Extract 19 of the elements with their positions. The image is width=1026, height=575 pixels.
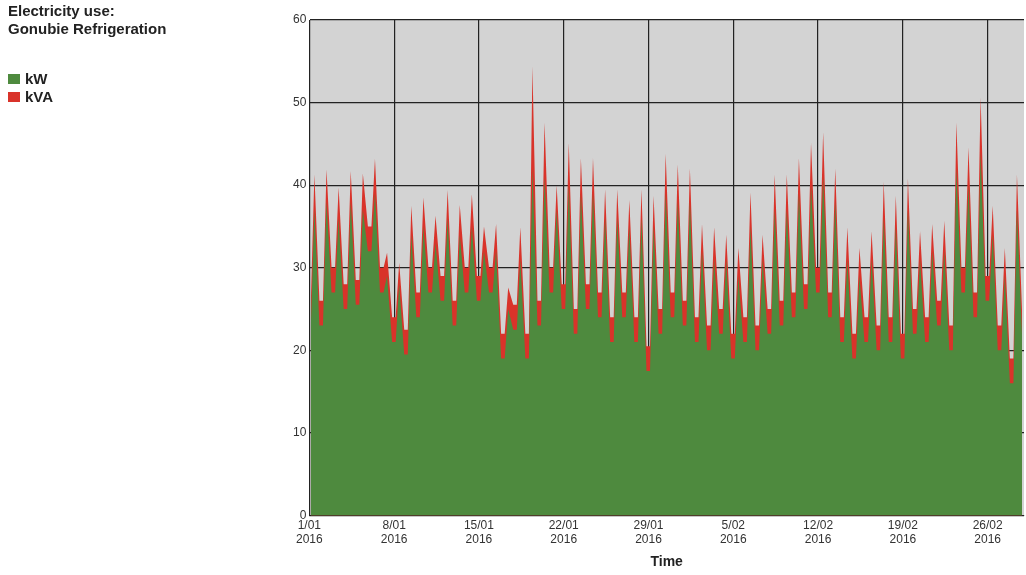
x-tick-label: 15/01 2016 bbox=[463, 517, 495, 547]
legend-label: kVA bbox=[25, 88, 54, 106]
text: Electricity use: bbox=[8, 2, 116, 20]
y-tick-label: 10 bbox=[292, 425, 307, 440]
y-tick-label: 20 bbox=[292, 342, 307, 357]
legend-label: kW bbox=[25, 70, 48, 88]
x-tick-label: 22/01 2016 bbox=[548, 517, 580, 547]
x-tick-label: 8/01 2016 bbox=[380, 517, 408, 547]
x-axis-title: Time bbox=[650, 553, 684, 570]
x-tick-label: 29/01 2016 bbox=[633, 517, 664, 547]
x-tick-label: 12/02 2016 bbox=[803, 517, 834, 547]
y-tick-label: 30 bbox=[292, 260, 307, 275]
x-tick-label: 5/02 2016 bbox=[719, 517, 747, 547]
x-tick-label: 26/02 2016 bbox=[972, 517, 1003, 547]
y-tick-label: 60 bbox=[292, 12, 307, 27]
y-tick-label: 50 bbox=[292, 94, 307, 109]
text: Gonubie Refrigeration bbox=[8, 20, 167, 38]
x-tick-label: 19/02 2016 bbox=[887, 517, 919, 547]
y-tick-label: 40 bbox=[292, 177, 307, 192]
